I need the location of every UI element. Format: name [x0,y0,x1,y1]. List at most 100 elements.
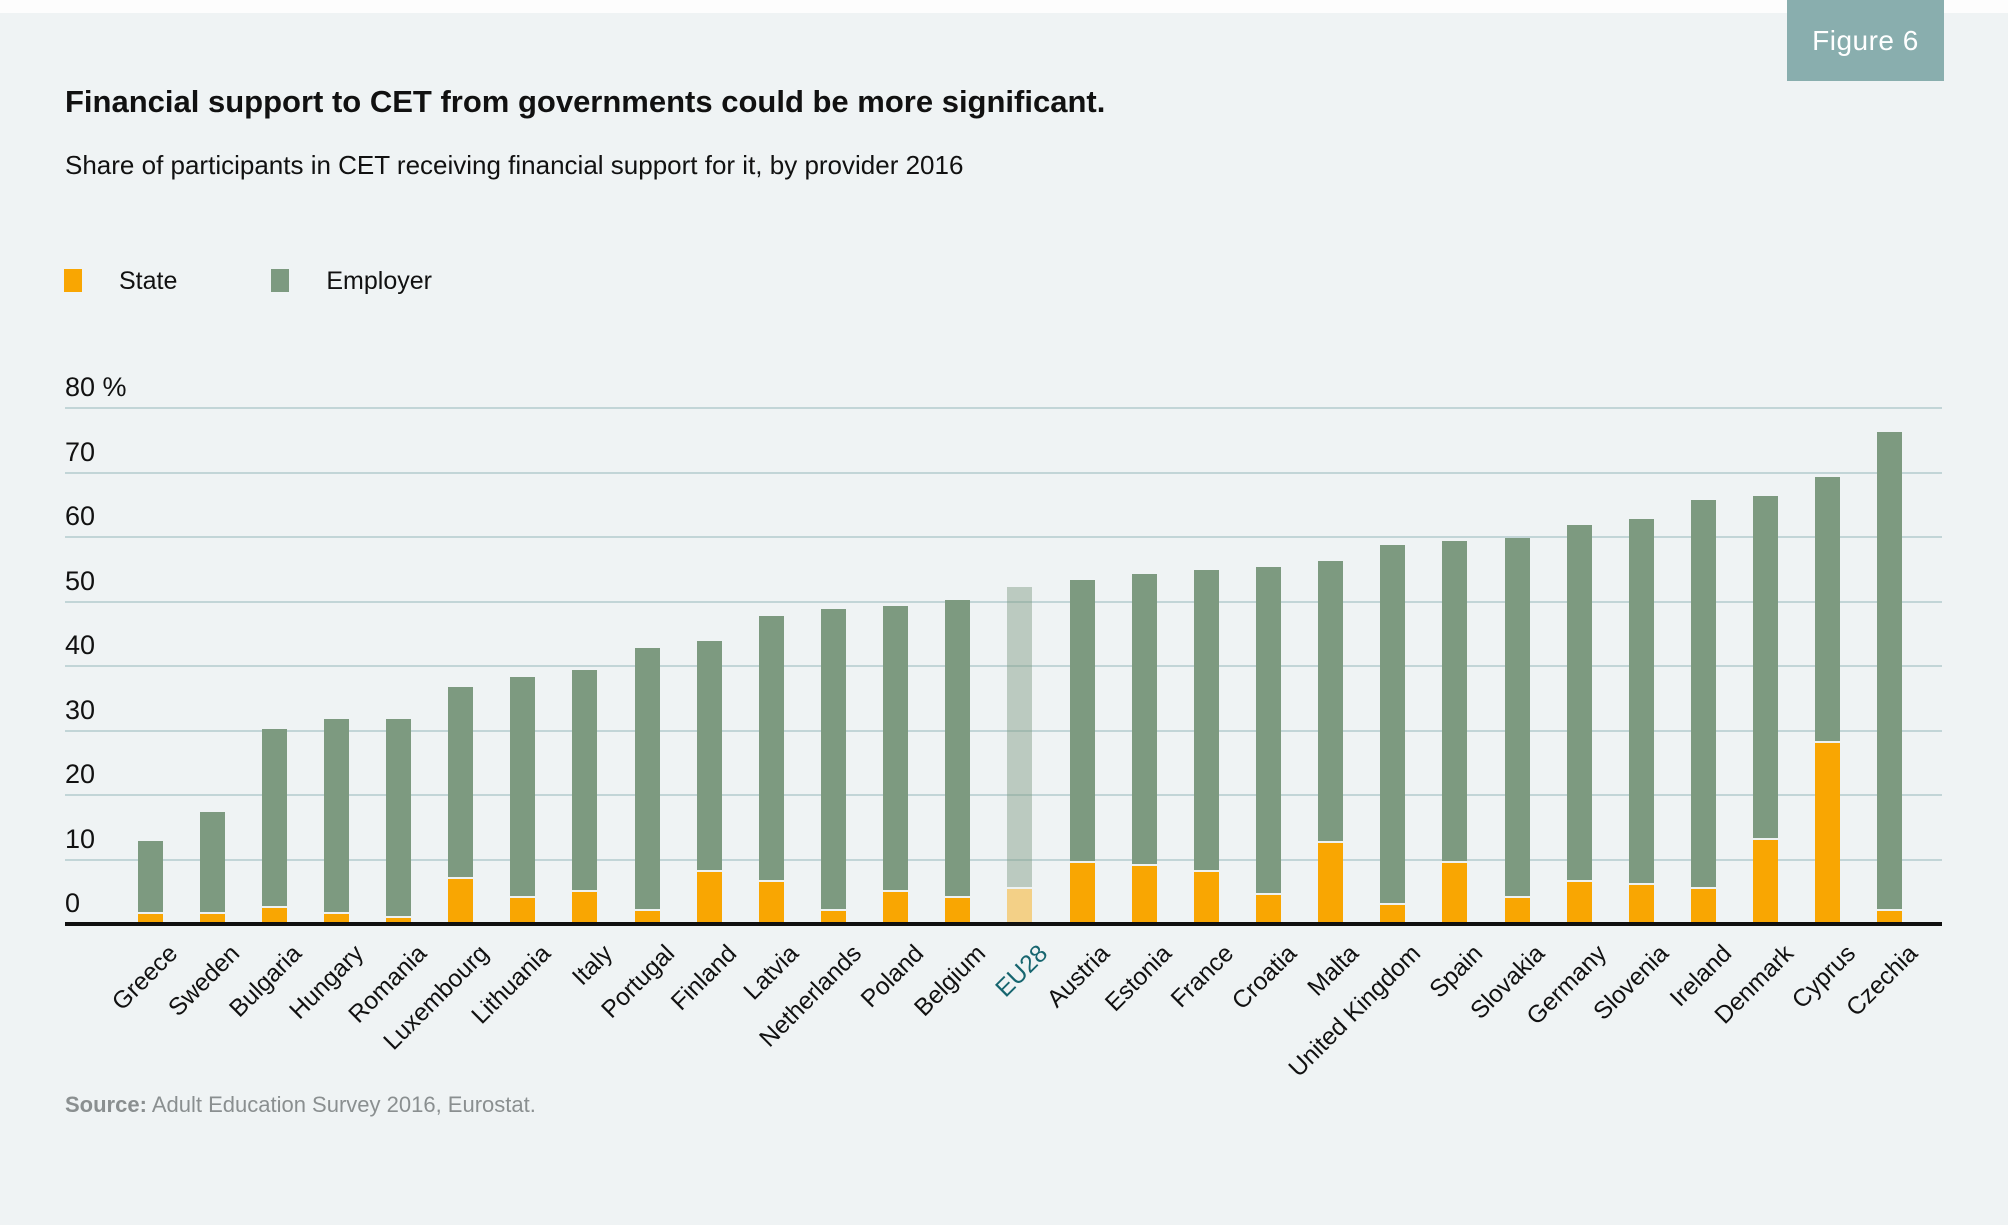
gridline-30 [65,729,1942,732]
state-segment [572,891,598,924]
state-swatch [64,269,82,292]
top-strip [0,0,2008,13]
bar-cyprus [1815,476,1841,924]
bar-slovakia [1504,538,1530,924]
state-segment [1753,840,1779,924]
employer-segment [945,599,971,897]
plot-area [65,407,1942,926]
state-segment [1256,894,1282,924]
legend-item-employer: Employer [271,268,432,294]
segment-divider [1318,841,1344,844]
state-segment [386,917,412,924]
x-label-croatia: Croatia [1226,940,1302,1015]
state-segment [1877,911,1903,924]
bar-italy [572,670,598,924]
y-axis-label-20: 20 [65,759,96,789]
employer-segment [1442,541,1468,861]
employer-segment [323,718,349,913]
segment-divider [199,912,225,915]
segment-divider [1504,896,1530,899]
employer-segment [1815,476,1841,742]
segment-divider [1815,741,1841,744]
bar-latvia [758,615,784,924]
gridline-20 [65,794,1942,796]
source-label: Source: [65,1092,147,1117]
bar-romania [386,718,412,924]
state-segment [1131,865,1157,924]
employer-segment [1504,538,1530,897]
bar-luxembourg [448,686,474,924]
y-axis-label-10: 10 [65,823,96,854]
state-segment [1442,862,1468,924]
bar-austria [1069,580,1095,924]
state-segment [1815,743,1841,924]
employer-segment [572,670,598,890]
segment-divider [1566,880,1592,883]
employer-segment [758,615,784,881]
segment-divider [1753,838,1779,841]
chart-subtitle: Share of participants in CET receiving f… [65,150,964,180]
state-segment [883,891,909,924]
legend: State Employer [64,268,432,294]
employer-segment [1256,567,1282,893]
employer-segment [448,686,474,877]
legend-label-employer: Employer [326,267,432,295]
state-segment [696,872,722,924]
bar-malta [1318,560,1344,924]
gridline-80 [65,407,1942,409]
gridline-40 [65,665,1942,667]
employer-segment [1628,518,1654,884]
bar-bulgaria [261,728,287,924]
bar-france [1193,570,1219,924]
bar-lithuania [510,676,536,924]
bar-poland [883,605,909,924]
segment-divider [696,870,722,873]
segment-divider [1193,870,1219,873]
segment-divider [386,915,412,918]
state-segment [1628,885,1654,924]
employer-segment [696,641,722,871]
employer-segment [510,676,536,897]
state-segment [199,914,225,924]
y-axis-label-50: 50 [65,565,96,596]
gridline-70 [65,471,1942,474]
legend-label-state: State [119,267,178,295]
source-note: Source: Adult Education Survey 2016, Eur… [65,1092,536,1118]
state-segment [1380,904,1406,924]
segment-divider [1256,892,1282,895]
y-axis-label-0: 0 [65,888,81,918]
bar-belgium [945,599,971,925]
segment-divider [634,909,660,912]
x-label-france: France [1166,940,1240,1014]
state-segment [323,914,349,924]
state-segment [1691,888,1716,924]
segment-divider [1007,886,1033,889]
bar-eu28 [1007,586,1033,924]
segment-divider [1380,902,1406,905]
employer-segment [1691,499,1716,887]
state-segment [1069,862,1095,924]
employer-segment [386,718,412,916]
source-text: Adult Education Survey 2016, Eurostat. [146,1092,536,1117]
state-segment [510,898,536,924]
employer-segment [1380,544,1406,903]
state-segment [1007,888,1033,924]
state-segment [1193,872,1219,924]
bar-greece [137,841,163,924]
y-axis-label-60: 60 [65,501,96,531]
segment-divider [1131,863,1157,866]
segment-divider [945,896,971,899]
bar-finland [696,641,722,924]
state-segment [1566,882,1592,924]
segment-divider [448,876,474,879]
segment-divider [137,912,163,915]
x-axis-line [65,922,1942,926]
segment-divider [821,909,847,912]
figure-number-label: Figure 6 [1812,24,1919,56]
bar-germany [1566,525,1592,924]
y-axis-label-70: 70 [65,436,96,467]
segment-divider [1877,909,1903,912]
segment-divider [758,880,784,883]
gridline-10 [65,858,1942,861]
